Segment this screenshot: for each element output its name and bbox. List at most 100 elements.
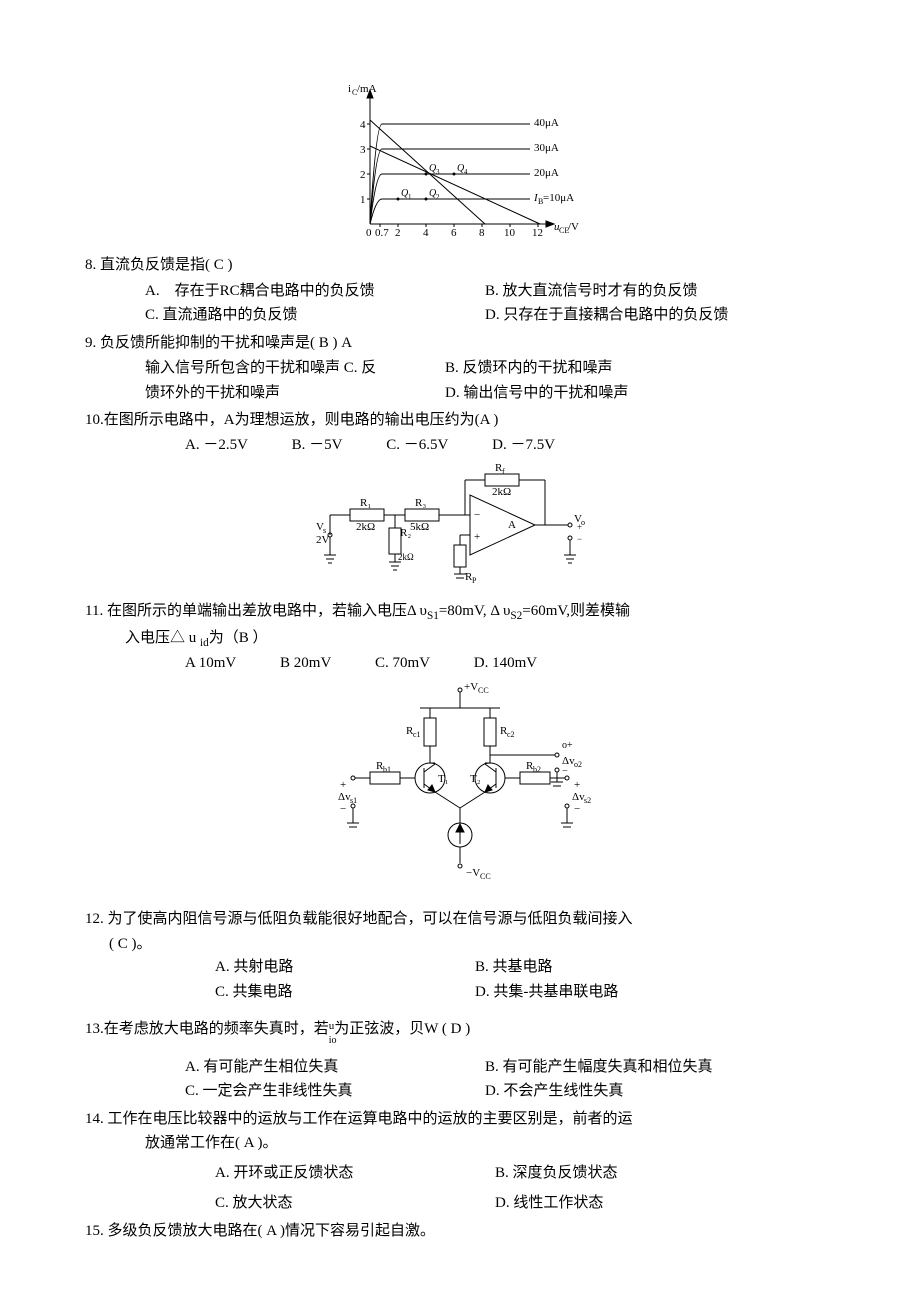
q9-l2b: B. 反馈环内的干扰和噪声 bbox=[445, 356, 785, 381]
svg-text:T₂: T₂ bbox=[470, 773, 481, 785]
q14-opt-b: B. 深度负反馈状态 bbox=[495, 1161, 835, 1186]
fig11-svg: +VCC Rc1 Rc2 Rb1 Rb2 T₁T₂ +Δvs1− +Δvs2− … bbox=[320, 678, 600, 898]
q11-num: 11. bbox=[85, 603, 103, 619]
svg-text:−: − bbox=[562, 766, 568, 777]
q9-num: 9. bbox=[85, 335, 96, 351]
svg-text:30μA: 30μA bbox=[534, 142, 559, 154]
q14-text2: 放通常工作在( A )。 bbox=[145, 1132, 835, 1155]
q12-opt-a: A. 共射电路 bbox=[215, 955, 475, 980]
q11-opt-b: B 20mV bbox=[280, 652, 331, 675]
svg-text:c1: c1 bbox=[413, 730, 421, 739]
q9-text: 负反馈所能抑制的干扰和噪声是( B ) A bbox=[100, 335, 352, 351]
q13-num: 13. bbox=[85, 1021, 104, 1037]
q9-l3b: D. 输出信号中的干扰和噪声 bbox=[445, 381, 785, 406]
q14-text: 工作在电压比较器中的运放与工作在运算电路中的运放的主要区别是，前者的运 bbox=[108, 1111, 633, 1127]
svg-text:R₁: R₁ bbox=[360, 497, 371, 509]
q9-l3a: 馈环外的干扰和噪声 bbox=[145, 381, 445, 406]
svg-text:+: + bbox=[474, 531, 480, 543]
q11-opt-a: A 10mV bbox=[185, 652, 236, 675]
q10-text: 在图所示电路中，A为理想运放，则电路的输出电压约为(A ) bbox=[104, 412, 499, 428]
q11-text-c: =60mV,则差模输 bbox=[522, 603, 630, 619]
svg-text:c2: c2 bbox=[507, 730, 515, 739]
q8-opt-b: B. 放大直流信号时才有的负反馈 bbox=[485, 279, 825, 304]
svg-text:T₁: T₁ bbox=[438, 773, 449, 785]
q10-opt-a: A. －2.5V bbox=[185, 434, 248, 457]
q15: 15. 多级负反馈放大电路在( A )情况下容易引起自激。 bbox=[85, 1220, 835, 1243]
q11-opt-d: D. 140mV bbox=[474, 652, 537, 675]
svg-text:−: − bbox=[474, 509, 480, 521]
q13-opt-d: D. 不会产生线性失真 bbox=[485, 1079, 825, 1104]
q12: 12. 为了使高内阻信号源与低阻负载能很好地配合，可以在信号源与低阻负载间接入 bbox=[85, 908, 835, 931]
q9-l2a: 输入信号所包含的干扰和噪声 C. 反 bbox=[145, 356, 445, 381]
svg-text:4: 4 bbox=[360, 119, 366, 131]
q11-text-a: 在图所示的单端输出差放电路中，若输入电压Δ υ bbox=[107, 603, 427, 619]
q11: 11. 在图所示的单端输出差放电路中，若输入电压Δ υS1=80mV, Δ υS… bbox=[85, 600, 835, 625]
q11-opt-c: C. 70mV bbox=[375, 652, 430, 675]
svg-text:3: 3 bbox=[436, 168, 440, 176]
svg-text:12: 12 bbox=[532, 227, 543, 239]
q14-options: A. 开环或正反馈状态 B. 深度负反馈状态 C. 放大状态 D. 线性工作状态 bbox=[215, 1161, 835, 1216]
q10-opt-c: C. －6.5V bbox=[386, 434, 448, 457]
q10-options: A. －2.5V B. －5V C. －6.5V D. －7.5V bbox=[185, 434, 835, 457]
svg-text:+V: +V bbox=[464, 681, 478, 693]
q8-text: 直流负反馈是指( C ) bbox=[100, 257, 233, 273]
fig7-transistor-curves: iC/mA 1234 00.72 468 1012 uCE/V 40μA30μA… bbox=[85, 84, 835, 244]
q12-options: A. 共射电路 B. 共基电路 C. 共集电路 D. 共集-共基串联电路 bbox=[215, 955, 835, 1004]
q8: 8. 直流负反馈是指( C ) bbox=[85, 254, 835, 277]
svg-text:6: 6 bbox=[451, 227, 457, 239]
svg-text:b2: b2 bbox=[533, 765, 541, 774]
q11-sub2: S2 bbox=[510, 610, 522, 622]
svg-text:b1: b1 bbox=[383, 765, 391, 774]
svg-text:P: P bbox=[472, 576, 477, 585]
svg-text:CC: CC bbox=[478, 686, 489, 695]
q12-text: 为了使高内阻信号源与低阻负载能很好地配合，可以在信号源与低阻负载间接入 bbox=[108, 911, 633, 927]
q13-ta: 在考虑放大电路的频率失真时，若 bbox=[104, 1021, 329, 1037]
svg-text:2kΩ: 2kΩ bbox=[356, 521, 375, 533]
q13-sub: io bbox=[329, 1033, 337, 1048]
svg-text:+: + bbox=[574, 779, 580, 791]
q12-opt-b: B. 共基电路 bbox=[475, 955, 815, 980]
svg-text:−: − bbox=[577, 534, 582, 544]
q13-opt-c: C. 一定会产生非线性失真 bbox=[185, 1079, 485, 1104]
q8-opt-a: A. 存在于RC耦合电路中的负反馈 bbox=[145, 279, 485, 304]
q15-num: 15. bbox=[85, 1223, 104, 1239]
q9: 9. 负反馈所能抑制的干扰和噪声是( B ) A bbox=[85, 332, 835, 355]
svg-text:2kΩ: 2kΩ bbox=[398, 552, 414, 562]
q8-opt-c: C. 直流通路中的负反馈 bbox=[145, 303, 485, 328]
svg-text:/V: /V bbox=[568, 221, 579, 233]
svg-text:1: 1 bbox=[360, 194, 366, 206]
svg-text:8: 8 bbox=[479, 227, 485, 239]
fig7-svg: iC/mA 1234 00.72 468 1012 uCE/V 40μA30μA… bbox=[330, 84, 590, 244]
q11-sub3: id bbox=[200, 637, 209, 649]
fig10-svg: Vs 2V R₁2kΩ R₂2kΩ R₃5kΩ Rf2kΩ RP −+ A Vo… bbox=[310, 460, 610, 590]
q12-opt-d: D. 共集-共基串联电路 bbox=[475, 980, 815, 1005]
q8-num: 8. bbox=[85, 257, 96, 273]
fig11-diffamp: +VCC Rc1 Rc2 Rb1 Rb2 T₁T₂ +Δvs1− +Δvs2− … bbox=[85, 678, 835, 898]
q13: 13.在考虑放大电路的频率失真时，若uio为正弦波，贝W ( D ) bbox=[85, 1018, 835, 1041]
q11-options: A 10mV B 20mV C. 70mV D. 140mV bbox=[185, 652, 835, 675]
svg-text:2kΩ: 2kΩ bbox=[492, 486, 511, 498]
q10-num: 10. bbox=[85, 412, 104, 428]
q8-opt-d: D. 只存在于直接耦合电路中的负反馈 bbox=[485, 303, 825, 328]
q13-tb: 为正弦波，贝W ( D ) bbox=[334, 1021, 470, 1037]
fig10-opamp: Vs 2V R₁2kΩ R₂2kΩ R₃5kΩ Rf2kΩ RP −+ A Vo… bbox=[85, 460, 835, 590]
q10: 10.在图所示电路中，A为理想运放，则电路的输出电压约为(A ) bbox=[85, 409, 835, 432]
q14-opt-a: A. 开环或正反馈状态 bbox=[215, 1161, 495, 1186]
svg-text:0: 0 bbox=[366, 227, 372, 239]
q11-l2a: 入电压△ u bbox=[125, 630, 200, 646]
q14-opt-c: C. 放大状态 bbox=[215, 1191, 495, 1216]
svg-text:−V: −V bbox=[466, 867, 480, 879]
svg-text:10: 10 bbox=[504, 227, 516, 239]
svg-text:f: f bbox=[502, 467, 505, 476]
svg-text:5kΩ: 5kΩ bbox=[410, 521, 429, 533]
svg-text:o2: o2 bbox=[574, 760, 582, 769]
svg-text:−: − bbox=[574, 803, 580, 815]
svg-text:−: − bbox=[340, 803, 346, 815]
svg-text:R₃: R₃ bbox=[415, 497, 426, 509]
svg-text:2V: 2V bbox=[316, 534, 330, 546]
svg-text:4: 4 bbox=[423, 227, 429, 239]
svg-text:s2: s2 bbox=[584, 796, 591, 805]
q12-text2: ( C )。 bbox=[109, 933, 835, 956]
q8-options: A. 存在于RC耦合电路中的负反馈 B. 放大直流信号时才有的负反馈 C. 直流… bbox=[145, 279, 835, 328]
q12-num: 12. bbox=[85, 911, 104, 927]
